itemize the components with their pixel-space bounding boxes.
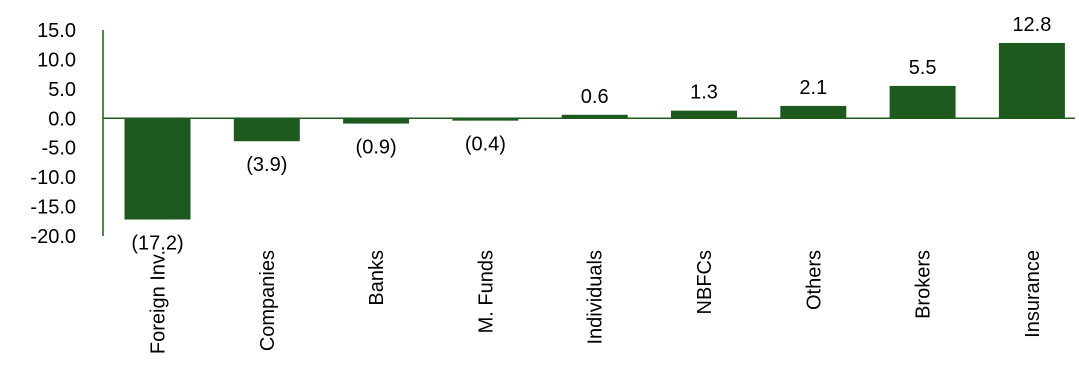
y-tick-label: 0.0: [48, 108, 76, 130]
data-label: (17.2): [131, 233, 183, 255]
category-label: M. Funds: [475, 250, 497, 333]
y-tick-label: -15.0: [30, 197, 76, 219]
category-label: Banks: [366, 250, 388, 306]
y-tick-label: -10.0: [30, 167, 76, 189]
y-axis-ticks: 15.0 10.0 5.0 0.0 -5.0 -10.0 -15.0 -20.0: [30, 20, 76, 248]
category-label: Foreign Inv.: [148, 250, 170, 354]
y-tick-label: 5.0: [48, 79, 76, 101]
category-label: Individuals: [585, 250, 607, 345]
category-label: NBFCs: [694, 250, 716, 314]
bar: [343, 118, 410, 124]
bar: [233, 118, 300, 142]
data-label: (3.9): [246, 154, 287, 176]
category-label: Insurance: [1022, 250, 1044, 338]
data-label: 1.3: [690, 82, 718, 104]
y-tick-label: 15.0: [37, 20, 76, 42]
x-axis-category-labels: Foreign Inv. Companies Banks M. Funds Indivi…: [148, 250, 1044, 354]
data-label: 2.1: [799, 77, 827, 99]
bars: [124, 42, 1065, 220]
bar: [998, 42, 1065, 119]
data-labels: (17.2) (3.9) (0.9) (0.4) 0.6 1.3 2.1 5.5 12.8: [131, 14, 1051, 255]
category-label: Brokers: [913, 250, 935, 319]
bar: [452, 118, 519, 121]
bar: [561, 114, 628, 119]
data-label: (0.4): [465, 134, 506, 156]
y-tick-label: 10.0: [37, 49, 76, 71]
category-label: Companies: [257, 250, 279, 351]
data-label: 12.8: [1012, 14, 1051, 36]
bar: [889, 85, 956, 119]
y-tick-label: -20.0: [30, 226, 76, 248]
data-label: 0.6: [581, 86, 609, 108]
bar: [671, 110, 737, 119]
data-label: (0.9): [356, 137, 397, 159]
data-label: 5.5: [909, 57, 937, 79]
y-tick-label: -5.0: [42, 138, 76, 160]
bar: [124, 118, 191, 220]
bar: [780, 105, 847, 119]
category-label: Others: [803, 250, 825, 310]
